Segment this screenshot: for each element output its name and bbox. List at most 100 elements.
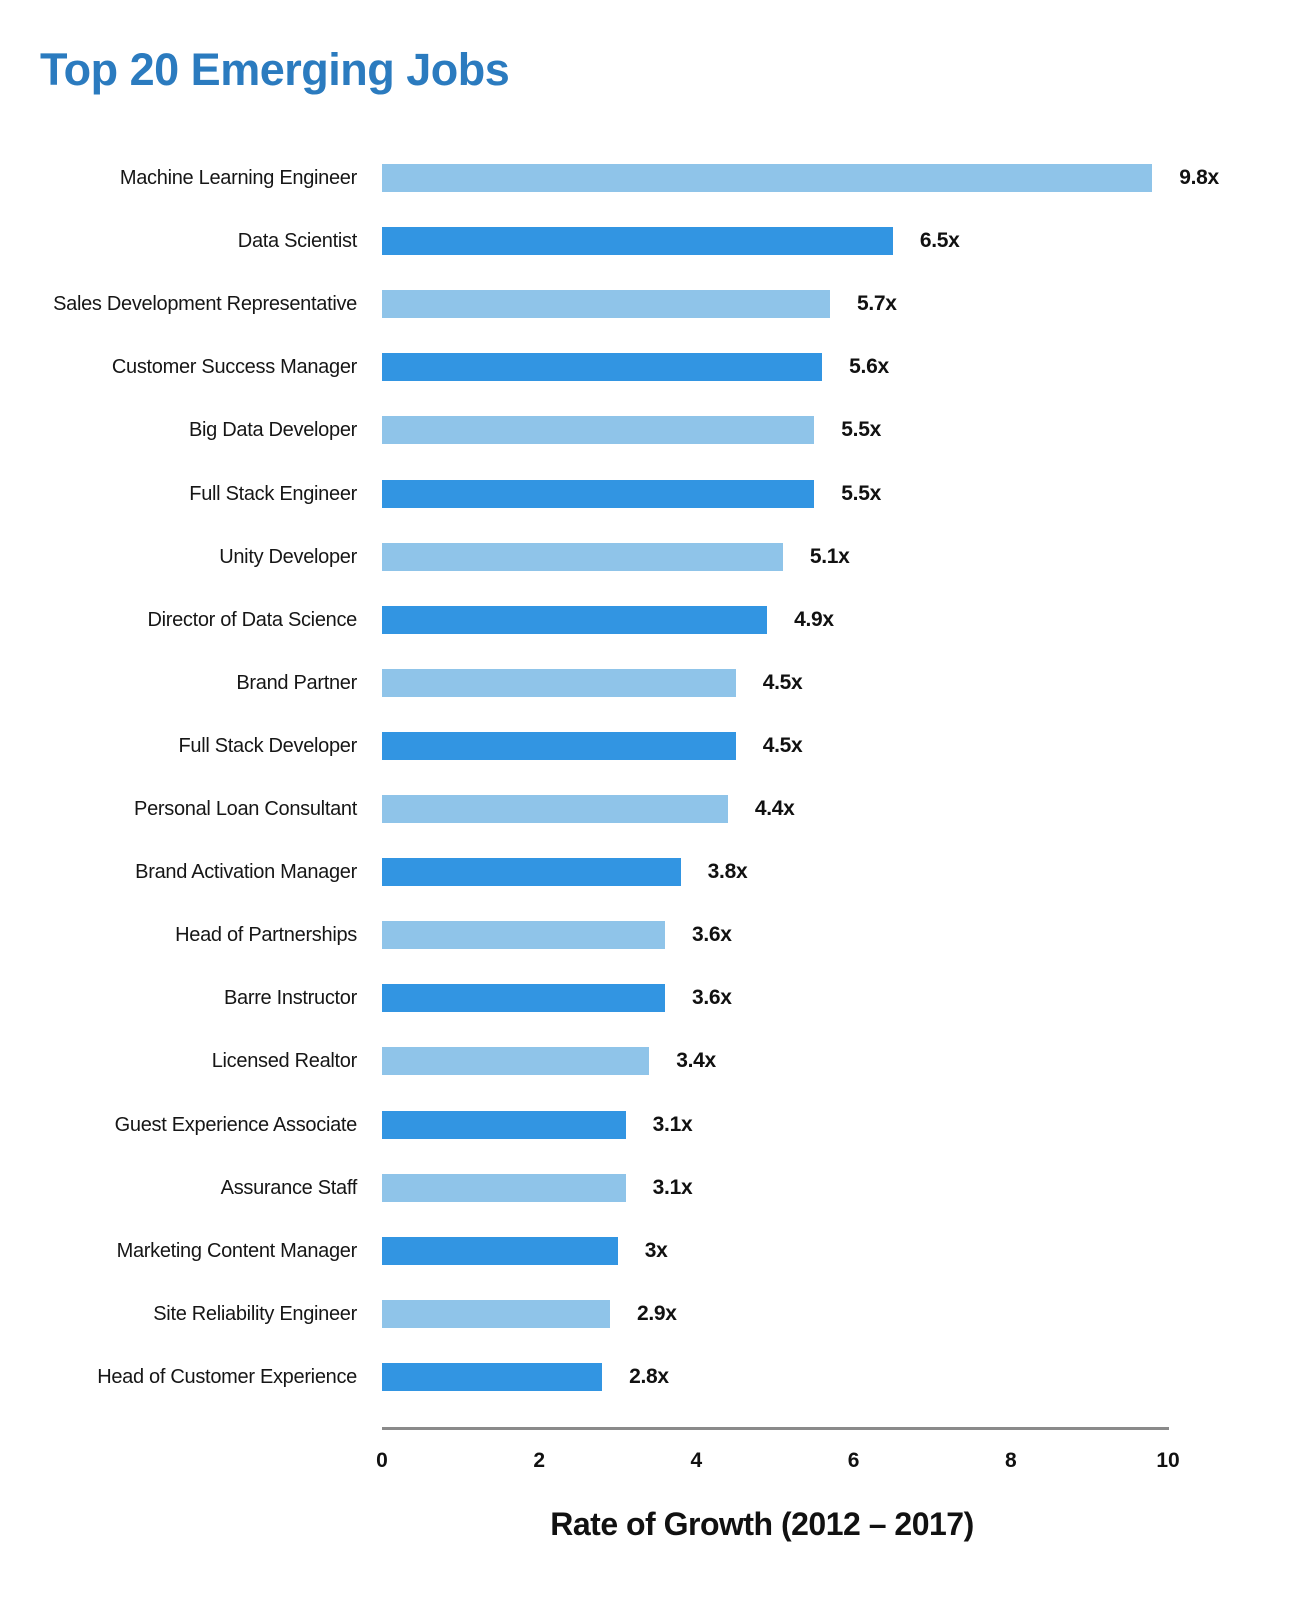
bar-row: Big Data Developer 5.5x — [0, 416, 1300, 445]
bar — [382, 984, 665, 1013]
bar-row: Sales Development Representative 5.7x — [0, 290, 1300, 319]
bar-row: Marketing Content Manager 3x — [0, 1236, 1300, 1265]
bar-track: 3.4x — [382, 1047, 1172, 1076]
bar-row: Customer Success Manager 5.6x — [0, 353, 1300, 382]
bar-track: 3.6x — [382, 921, 1172, 950]
x-tick-label: 4 — [690, 1449, 703, 1472]
bar-label: Big Data Developer — [188, 419, 357, 442]
bar-label: Guest Experience Associate — [114, 1113, 358, 1136]
bar-value-label: 5.1x — [809, 544, 850, 568]
x-tick-label: 10 — [1156, 1449, 1180, 1472]
bar-value-label: 3.1x — [652, 1112, 693, 1136]
bar-value-label: 4.9x — [794, 607, 834, 631]
bar-row: Assurance Staff 3.1x — [0, 1173, 1300, 1202]
bar — [382, 416, 815, 445]
bar-label: Full Stack Engineer — [189, 482, 357, 505]
bar-track: 4.5x — [382, 731, 1172, 760]
x-axis-label: Rate of Growth (2012 – 2017) — [550, 1506, 974, 1542]
bar-track: 3.1x — [382, 1173, 1172, 1202]
bar — [382, 1299, 610, 1328]
bar — [382, 1362, 603, 1391]
bar — [382, 164, 1153, 192]
bar-value-label: 4.5x — [762, 670, 803, 694]
bar-row: Data Scientist 6.5x — [0, 227, 1300, 256]
bar-value-label: 3.6x — [691, 986, 732, 1010]
bar-row: Personal Loan Consultant 4.4x — [0, 795, 1300, 823]
bar — [382, 921, 665, 950]
bar-value-label: 5.5x — [841, 481, 881, 505]
bar-track: 4.5x — [382, 668, 1172, 697]
bar-value-label: 6.5x — [919, 229, 960, 253]
bar-row: Full Stack Developer 4.5x — [0, 731, 1300, 760]
bar-label: Customer Success Manager — [111, 356, 357, 379]
bar-label: Barre Instructor — [223, 987, 357, 1010]
bar-label: Unity Developer — [219, 545, 357, 568]
bar — [382, 1173, 626, 1202]
x-tick-label: 8 — [1004, 1449, 1017, 1472]
bar — [382, 290, 831, 319]
bar-row: Director of Data Science 4.9x — [0, 605, 1300, 634]
bar — [382, 1236, 618, 1265]
bar-value-label: 3.4x — [676, 1049, 716, 1073]
bar-track: 5.1x — [382, 542, 1172, 571]
bar-row: Brand Activation Manager 3.8x — [0, 858, 1300, 887]
bar-label: Site Reliability Engineer — [153, 1302, 357, 1325]
bar — [382, 1047, 650, 1076]
bar-track: 5.7x — [382, 290, 1172, 319]
bar-label: Assurance Staff — [220, 1176, 358, 1199]
bar-label: Licensed Realtor — [211, 1050, 358, 1073]
bar-track: 6.5x — [382, 227, 1172, 256]
x-tick-label: 6 — [847, 1449, 860, 1472]
bar-row: Brand Partner 4.5x — [0, 668, 1300, 697]
bar-label: Sales Development Representative — [53, 293, 357, 316]
bar-label: Marketing Content Manager — [116, 1239, 358, 1262]
bar-value-label: 3.8x — [707, 860, 748, 884]
bar-track: 4.9x — [382, 605, 1172, 634]
bar-track: 5.5x — [382, 416, 1172, 445]
bar — [382, 731, 736, 760]
bar-track: 3.6x — [382, 984, 1172, 1013]
bar-label: Head of Customer Experience — [97, 1365, 357, 1388]
bar-label: Data Scientist — [237, 230, 358, 253]
bar-value-label: 5.7x — [857, 292, 897, 316]
bar-label: Director of Data Science — [147, 608, 357, 631]
bar-label: Machine Learning Engineer — [119, 167, 357, 189]
bar-label: Head of Partnerships — [175, 924, 357, 947]
bar-track: 2.9x — [382, 1299, 1172, 1328]
bar-label: Brand Activation Manager — [135, 861, 357, 884]
bar-label: Brand Partner — [236, 671, 357, 694]
bar — [382, 1110, 626, 1139]
bar-value-label: 9.8x — [1179, 166, 1219, 189]
bar-track: 5.5x — [382, 479, 1172, 508]
bar-row: Head of Partnerships 3.6x — [0, 921, 1300, 950]
bar-track: 3.1x — [382, 1110, 1172, 1139]
bar-row: Head of Customer Experience 2.8x — [0, 1362, 1300, 1391]
bar-value-label: 4.4x — [754, 797, 795, 820]
bar-track: 3x — [382, 1236, 1172, 1265]
bar-row: Barre Instructor 3.6x — [0, 984, 1300, 1013]
bar-value-label: 3x — [644, 1238, 668, 1262]
x-tick-label: 0 — [376, 1449, 388, 1472]
bar-value-label: 2.9x — [636, 1301, 677, 1325]
bar — [382, 605, 768, 634]
bar-row: Unity Developer 5.1x — [0, 542, 1300, 571]
page-title: Top 20 Emerging Jobs — [40, 44, 510, 95]
bar — [382, 353, 823, 382]
bar-row: Guest Experience Associate 3.1x — [0, 1110, 1300, 1139]
bar-row: Licensed Realtor 3.4x — [0, 1047, 1300, 1076]
bar — [382, 858, 681, 887]
bar — [382, 668, 736, 697]
bar-track: 4.4x — [382, 795, 1172, 823]
bar-row: Full Stack Engineer 5.5x — [0, 479, 1300, 508]
bar — [382, 795, 728, 823]
bar-value-label: 4.5x — [762, 733, 803, 757]
bar-track: 3.8x — [382, 858, 1172, 887]
bar-row: Site Reliability Engineer 2.9x — [0, 1299, 1300, 1328]
bar-label: Full Stack Developer — [178, 734, 357, 757]
bar — [382, 227, 893, 256]
bar-value-label: 5.6x — [849, 355, 889, 379]
bar-track: 9.8x — [382, 164, 1219, 192]
bar-label: Personal Loan Consultant — [134, 798, 357, 820]
bar-value-label: 2.8x — [629, 1364, 669, 1388]
bar — [382, 479, 815, 508]
